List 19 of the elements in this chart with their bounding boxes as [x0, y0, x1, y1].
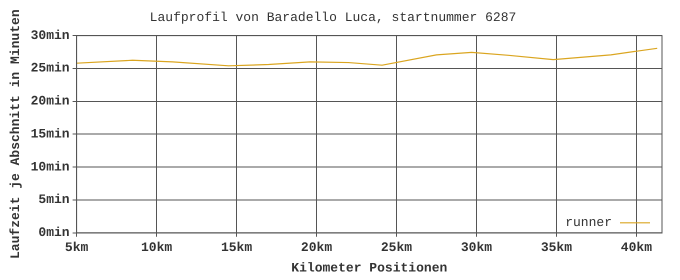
y-tick-label: 20min [30, 94, 70, 109]
legend-label: runner [565, 215, 612, 230]
x-tick-label: 40km [620, 240, 652, 255]
chart-title: Laufprofil von Baradello Luca, startnummer 6287 [150, 10, 516, 26]
x-tick-label: 15km [220, 240, 252, 255]
y-axis-title: Laufzeit je Abschnitt in Minuten [8, 9, 24, 260]
x-tick-label: 25km [380, 240, 412, 255]
x-tick-label: 5km [64, 240, 89, 255]
y-tick-label: 30min [30, 28, 70, 43]
y-tick-label: 5min [38, 192, 70, 208]
x-axis-title: Kilometer Positionen [291, 260, 448, 276]
x-tick-label: 20km [300, 240, 332, 255]
y-tick-label: 15min [30, 126, 70, 142]
y-tick-label: 10min [30, 159, 70, 174]
x-tick-label: 10km [140, 240, 172, 255]
y-tick-label: 25min [30, 60, 70, 76]
x-tick-label: 30km [460, 240, 492, 255]
y-tick-label: 0min [38, 225, 70, 240]
x-tick-label: 35km [540, 240, 572, 255]
